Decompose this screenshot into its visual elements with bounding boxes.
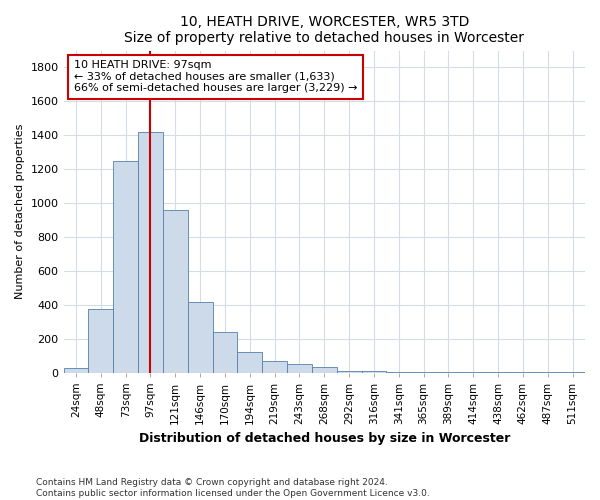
Bar: [362, 371, 386, 372]
Bar: [88, 309, 113, 372]
Bar: [262, 362, 287, 372]
Title: 10, HEATH DRIVE, WORCESTER, WR5 3TD
Size of property relative to detached houses: 10, HEATH DRIVE, WORCESTER, WR5 3TD Size…: [124, 15, 524, 45]
Bar: [287, 364, 312, 372]
Bar: [188, 302, 212, 372]
Bar: [337, 371, 362, 372]
Bar: [312, 368, 337, 372]
Bar: [138, 132, 163, 372]
Bar: [238, 352, 262, 372]
Bar: [212, 332, 238, 372]
X-axis label: Distribution of detached houses by size in Worcester: Distribution of detached houses by size …: [139, 432, 510, 445]
Bar: [113, 160, 138, 372]
Text: Contains HM Land Registry data © Crown copyright and database right 2024.
Contai: Contains HM Land Registry data © Crown c…: [36, 478, 430, 498]
Text: 10 HEATH DRIVE: 97sqm
← 33% of detached houses are smaller (1,633)
66% of semi-d: 10 HEATH DRIVE: 97sqm ← 33% of detached …: [74, 60, 358, 94]
Y-axis label: Number of detached properties: Number of detached properties: [15, 124, 25, 299]
Bar: [64, 368, 88, 372]
Bar: [163, 210, 188, 372]
